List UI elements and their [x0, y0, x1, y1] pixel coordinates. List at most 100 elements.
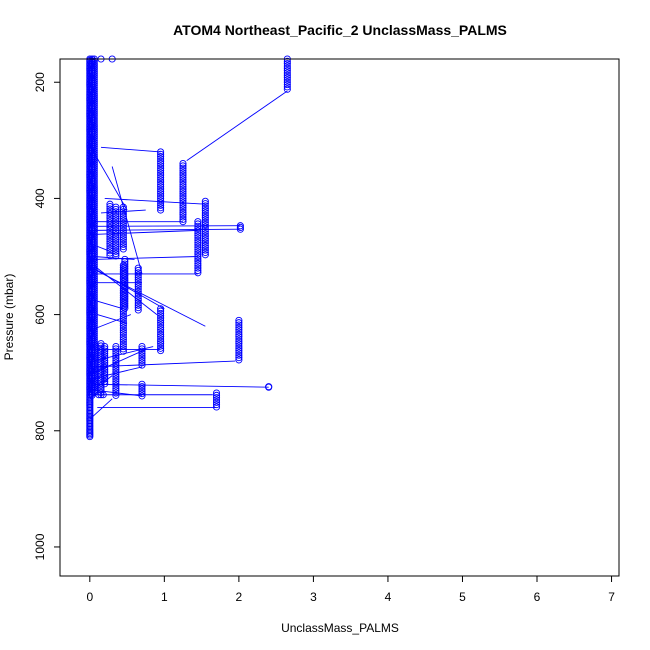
y-axis: 200 400 600 800 1000 — [33, 72, 61, 560]
series-line-segment — [93, 299, 124, 310]
data-point — [119, 217, 127, 225]
data-point — [112, 245, 120, 253]
data-point — [119, 205, 127, 214]
data-point — [119, 336, 127, 344]
data-point — [235, 326, 243, 334]
data-point — [179, 211, 187, 219]
data-point — [121, 297, 129, 305]
data-point — [134, 264, 142, 272]
data-point — [101, 380, 109, 388]
data-point — [88, 57, 96, 65]
data-point — [138, 345, 146, 353]
data-point — [212, 391, 221, 399]
data-point — [119, 210, 127, 218]
data-point — [88, 165, 96, 173]
data-point — [112, 366, 120, 374]
data-point — [134, 287, 142, 295]
data-point — [179, 194, 187, 202]
data-point — [201, 204, 209, 212]
data-point — [157, 342, 165, 350]
data-point — [283, 71, 291, 79]
data-point — [112, 205, 120, 214]
data-point — [157, 185, 165, 193]
data-point — [119, 342, 127, 351]
data-point — [235, 321, 243, 329]
data-point — [235, 347, 243, 355]
data-point — [134, 278, 142, 286]
data-point — [179, 208, 187, 216]
data-point — [157, 333, 165, 341]
data-point — [194, 220, 202, 228]
data-point — [138, 354, 146, 362]
data-point — [138, 347, 146, 355]
data-point — [194, 248, 202, 256]
data-point — [121, 290, 129, 298]
data-point — [134, 266, 142, 274]
data-point — [157, 316, 165, 324]
data-point — [121, 293, 129, 301]
data-point — [119, 317, 127, 325]
data-point — [194, 225, 202, 233]
data-point — [157, 309, 165, 317]
data-point — [194, 259, 202, 268]
data-point — [134, 269, 142, 277]
data-point — [194, 229, 202, 237]
data-point — [119, 315, 127, 323]
data-point — [121, 258, 129, 266]
data-point — [236, 225, 244, 233]
data-point — [101, 375, 109, 383]
data-point — [236, 223, 244, 232]
data-point — [179, 162, 187, 170]
data-point — [88, 311, 96, 319]
series-line-segment — [186, 90, 288, 162]
x-tick-label: 0 — [86, 590, 93, 604]
data-point — [212, 394, 221, 402]
data-point — [157, 183, 165, 191]
data-point — [283, 81, 291, 89]
data-point — [121, 260, 129, 268]
data-point — [157, 347, 165, 355]
data-point — [157, 199, 165, 207]
data-point — [121, 302, 129, 310]
data-point — [194, 252, 202, 261]
data-point — [179, 178, 187, 186]
data-point — [179, 213, 187, 221]
data-point — [112, 373, 120, 381]
data-point — [101, 352, 109, 360]
data-point — [97, 386, 105, 394]
data-point — [138, 356, 146, 365]
data-point — [157, 330, 165, 338]
data-point — [201, 197, 209, 205]
data-point — [179, 183, 187, 191]
data-point — [119, 243, 127, 251]
data-point — [157, 148, 165, 156]
data-point — [101, 359, 109, 367]
data-point — [201, 207, 209, 215]
y-tick-label: 400 — [33, 188, 47, 208]
data-point — [121, 295, 129, 303]
y-tick-label: 800 — [33, 420, 47, 440]
data-point — [194, 269, 202, 277]
x-tick-label: 6 — [534, 590, 541, 604]
data-point — [119, 226, 127, 234]
data-point — [201, 200, 209, 208]
data-point — [112, 368, 120, 376]
data-point — [194, 243, 202, 251]
data-point — [119, 340, 127, 348]
data-point — [112, 217, 120, 225]
x-axis: 0 1 2 3 4 5 6 7 — [86, 575, 615, 604]
data-point — [112, 233, 120, 241]
data-point — [157, 344, 165, 352]
data-point — [119, 312, 127, 320]
data-point — [138, 380, 146, 388]
x-tick-label: 3 — [310, 590, 317, 604]
data-point — [179, 215, 187, 223]
data-point — [283, 85, 291, 93]
data-point — [157, 190, 165, 198]
data-point — [112, 382, 120, 390]
data-point — [134, 276, 142, 284]
data-point — [86, 433, 94, 441]
data-point — [283, 60, 291, 68]
data-point — [201, 214, 209, 222]
data-point — [157, 153, 165, 161]
